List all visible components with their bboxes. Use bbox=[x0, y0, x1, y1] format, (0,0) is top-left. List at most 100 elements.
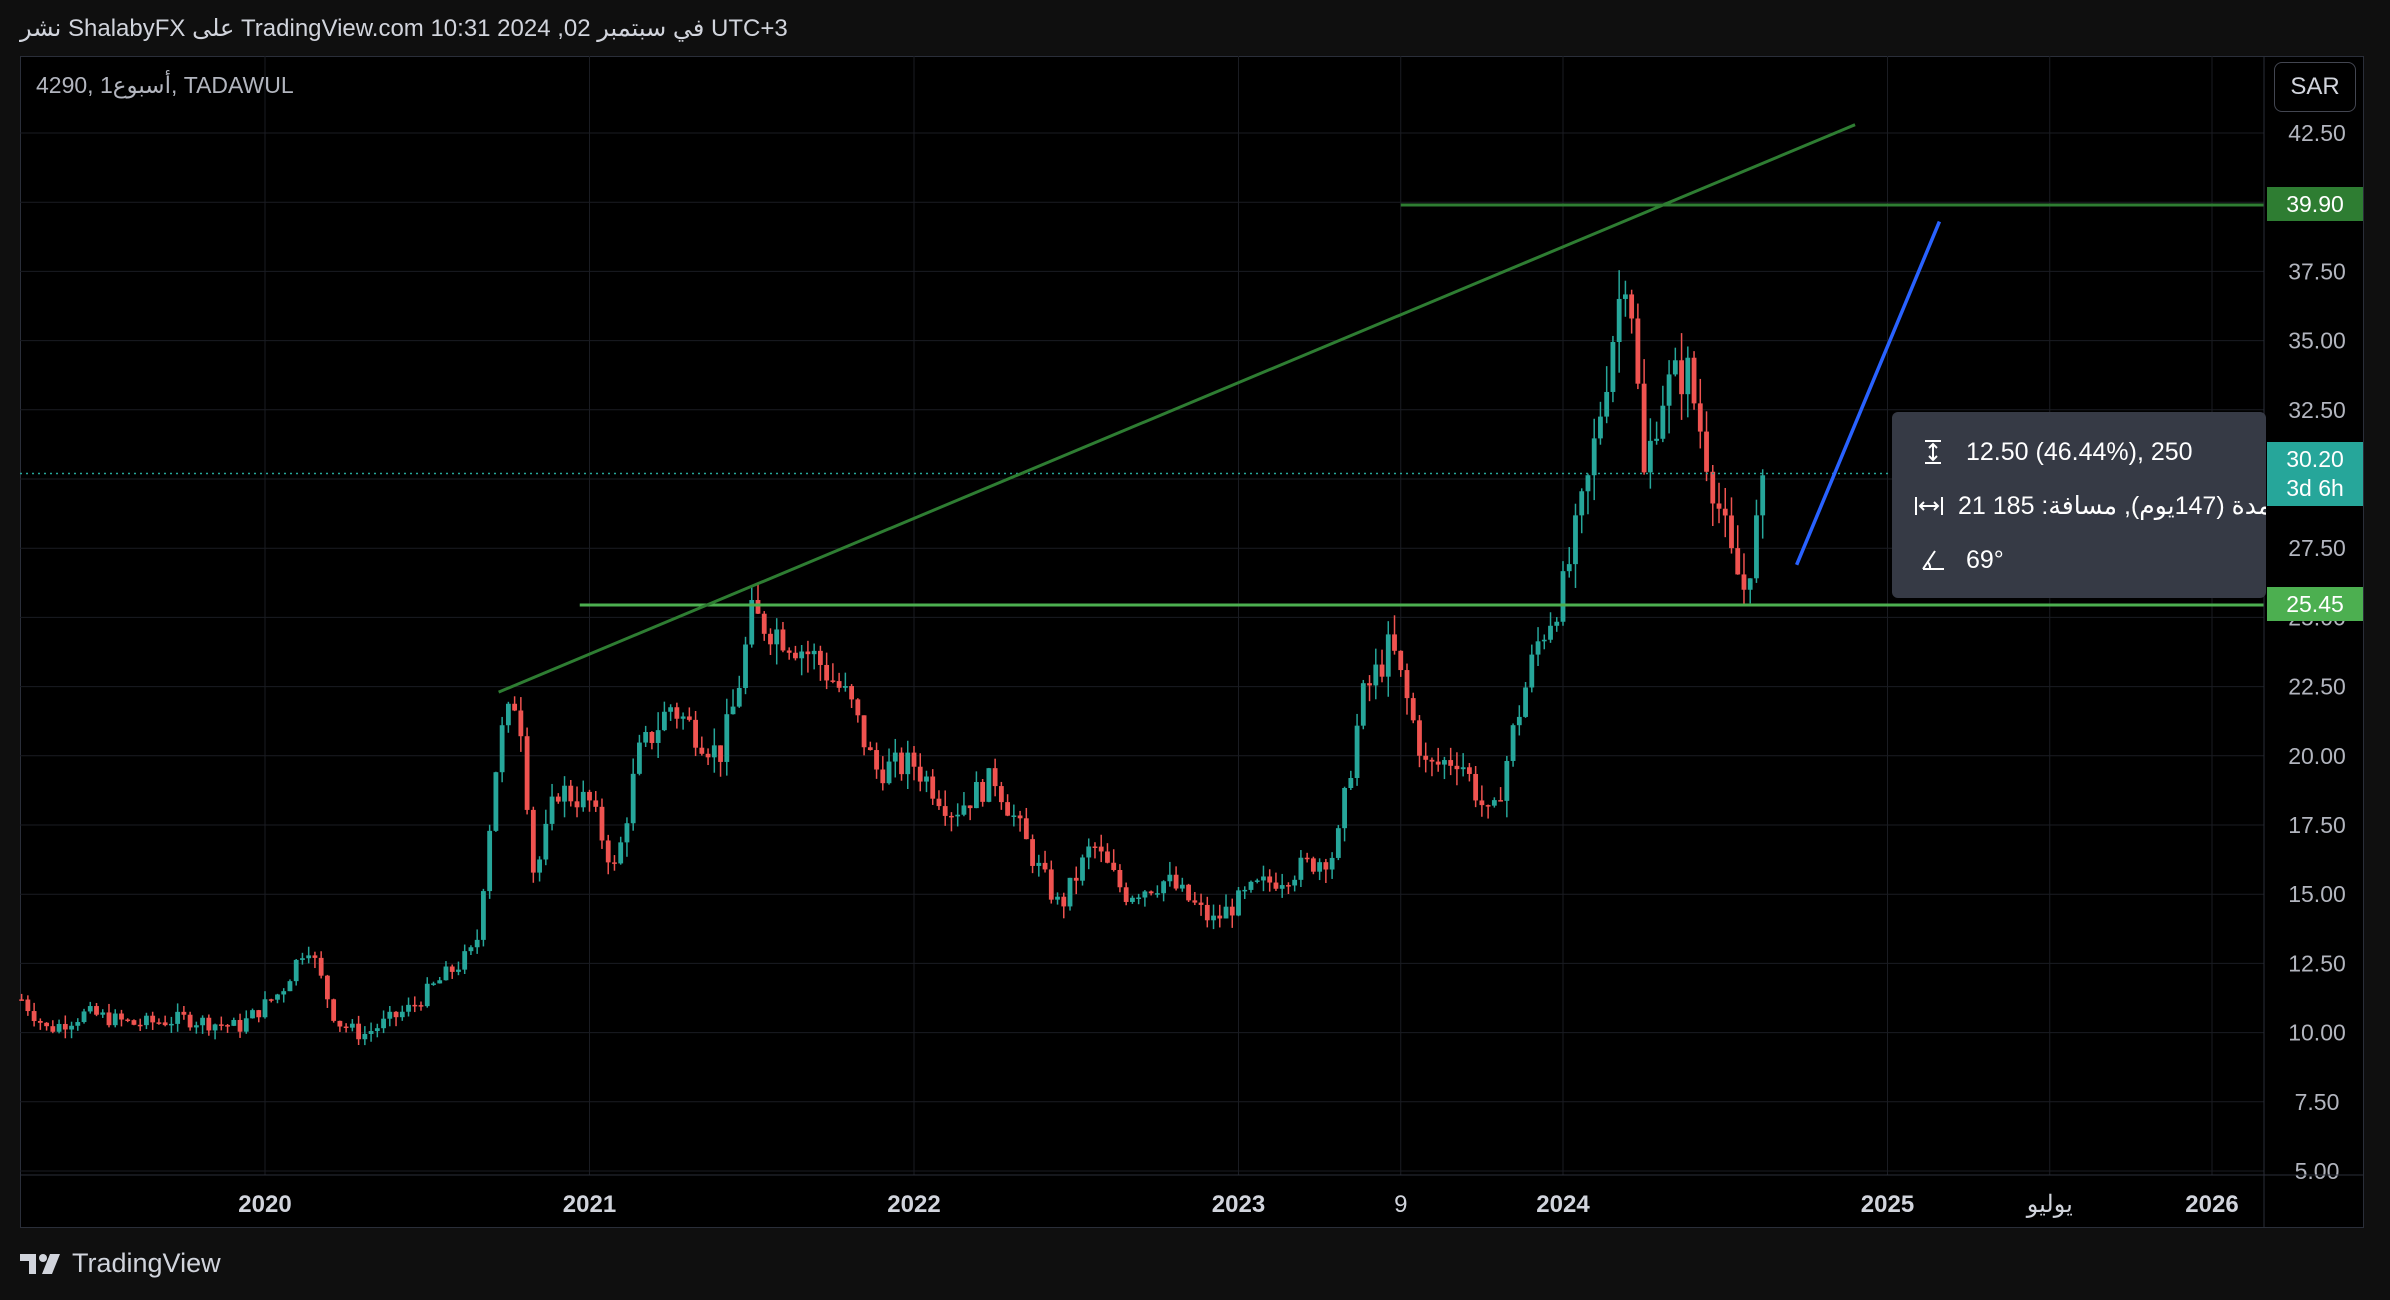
candle-body bbox=[287, 981, 293, 992]
candle-body bbox=[1672, 360, 1678, 375]
time-axis[interactable]: 2020 2021 2022 2023 9 2024 2025 يوليو 2026 bbox=[20, 1174, 2364, 1218]
candle-body bbox=[212, 1024, 218, 1031]
candlestick-series bbox=[19, 270, 1766, 1046]
candle-body bbox=[387, 1011, 393, 1019]
candle-body bbox=[718, 745, 723, 762]
candle-body bbox=[780, 629, 786, 651]
candle-body bbox=[1148, 891, 1154, 894]
projection-line[interactable] bbox=[1795, 220, 1942, 566]
candle-body bbox=[1161, 881, 1167, 894]
candle-body bbox=[1741, 574, 1747, 590]
candle-body bbox=[474, 939, 480, 948]
candle-body bbox=[1722, 508, 1728, 516]
candle-body bbox=[1198, 902, 1204, 905]
measure-tooltip: 12.50 (46.44%), 250 21 أعمدة (147يوم), م… bbox=[1892, 412, 2266, 598]
resistance-price-value: 39.90 bbox=[2286, 190, 2344, 217]
candle-body bbox=[618, 842, 624, 864]
candle-body bbox=[1610, 341, 1616, 392]
candle-body bbox=[343, 1026, 349, 1029]
candle-body bbox=[37, 1020, 43, 1023]
candle-body bbox=[100, 1012, 106, 1015]
candle-body bbox=[56, 1023, 62, 1032]
candle-body bbox=[119, 1013, 124, 1020]
candle-body bbox=[624, 823, 630, 843]
measure-bars-range: 21 أعمدة (147يوم), مسافة: 185 p bbox=[1958, 492, 2266, 520]
chart-canvas[interactable]: 42.5040.0037.5035.0032.5030.0027.5025.00… bbox=[0, 0, 2390, 1230]
candle-body bbox=[162, 1022, 168, 1026]
support-price-tag: 25.45 bbox=[2267, 587, 2363, 621]
candle-body bbox=[924, 776, 929, 782]
candle-body bbox=[112, 1013, 118, 1026]
candle-body bbox=[1304, 857, 1310, 860]
candle-body bbox=[811, 650, 817, 655]
candle-body bbox=[231, 1019, 237, 1026]
horizontal-range-icon bbox=[1914, 494, 1944, 518]
candle-body bbox=[543, 823, 549, 860]
candle-body bbox=[318, 957, 324, 976]
candle-body bbox=[1660, 405, 1666, 439]
candle-body bbox=[1591, 438, 1597, 476]
tradingview-logo-icon bbox=[20, 1253, 60, 1274]
candle-body bbox=[830, 680, 836, 682]
candle-body bbox=[337, 1020, 343, 1027]
y-tick-label: 12.50 bbox=[2288, 950, 2346, 976]
y-tick-label: 5.00 bbox=[2295, 1158, 2340, 1184]
candle-body bbox=[855, 699, 861, 716]
price-axis[interactable]: 42.5040.0037.5035.0032.5030.0027.5025.00… bbox=[2263, 56, 2346, 1228]
candle-body bbox=[1560, 571, 1566, 622]
candle-body bbox=[599, 806, 605, 841]
candle-body bbox=[1242, 889, 1248, 892]
candle-body bbox=[1473, 773, 1479, 801]
chart-drawings[interactable] bbox=[20, 123, 2264, 694]
footer-bar bbox=[0, 1228, 2390, 1300]
candle-body bbox=[1123, 887, 1129, 902]
candle-body bbox=[1548, 625, 1553, 640]
candle-body bbox=[805, 651, 811, 655]
candle-body bbox=[50, 1026, 56, 1032]
candle-body bbox=[768, 633, 773, 645]
candle-body bbox=[930, 776, 936, 799]
candle-body bbox=[175, 1011, 181, 1024]
candle-body bbox=[462, 951, 468, 970]
candle-body bbox=[880, 769, 886, 784]
candle-body bbox=[998, 786, 1004, 803]
measure-price-range: 12.50 (46.44%), 250 bbox=[1966, 437, 2193, 466]
rising-trendline[interactable] bbox=[498, 123, 1856, 694]
measure-price-row: 12.50 (46.44%), 250 bbox=[1892, 432, 2266, 472]
x-tick-label: 2021 bbox=[563, 1191, 616, 1218]
candle-body bbox=[1410, 698, 1416, 721]
candle-body bbox=[1641, 383, 1647, 473]
candle-body bbox=[537, 859, 542, 873]
y-tick-label: 32.50 bbox=[2288, 397, 2346, 423]
candle-body bbox=[849, 686, 854, 700]
candle-body bbox=[1130, 897, 1135, 902]
candle-body bbox=[1136, 897, 1142, 900]
x-tick-label: 2020 bbox=[238, 1191, 291, 1218]
candle-body bbox=[1566, 564, 1572, 572]
candle-body bbox=[1404, 670, 1410, 699]
brand-logo[interactable]: TradingView bbox=[20, 1248, 221, 1279]
candle-body bbox=[1666, 374, 1672, 406]
candle-body bbox=[356, 1023, 362, 1040]
candle-body bbox=[362, 1033, 368, 1040]
candle-body bbox=[936, 798, 942, 807]
candle-body bbox=[1442, 760, 1447, 765]
candle-body bbox=[824, 664, 830, 681]
candle-body bbox=[799, 651, 805, 659]
candle-body bbox=[1354, 725, 1360, 779]
candle-body bbox=[1105, 851, 1110, 863]
vertical-range-icon bbox=[1914, 439, 1952, 465]
candle-body bbox=[156, 1022, 162, 1024]
symbol-info[interactable]: 4290, 1أسبوع, TADAWUL bbox=[36, 72, 294, 98]
candle-body bbox=[250, 1010, 255, 1019]
candle-body bbox=[1679, 360, 1684, 395]
candle-body bbox=[443, 966, 449, 981]
candle-body bbox=[674, 707, 680, 719]
candle-body bbox=[181, 1011, 187, 1015]
currency-button[interactable]: SAR bbox=[2274, 62, 2356, 112]
candle-body bbox=[281, 991, 287, 995]
candle-body bbox=[786, 650, 792, 653]
candle-body bbox=[518, 710, 524, 737]
candle-body bbox=[1435, 761, 1441, 765]
candle-body bbox=[905, 752, 911, 775]
